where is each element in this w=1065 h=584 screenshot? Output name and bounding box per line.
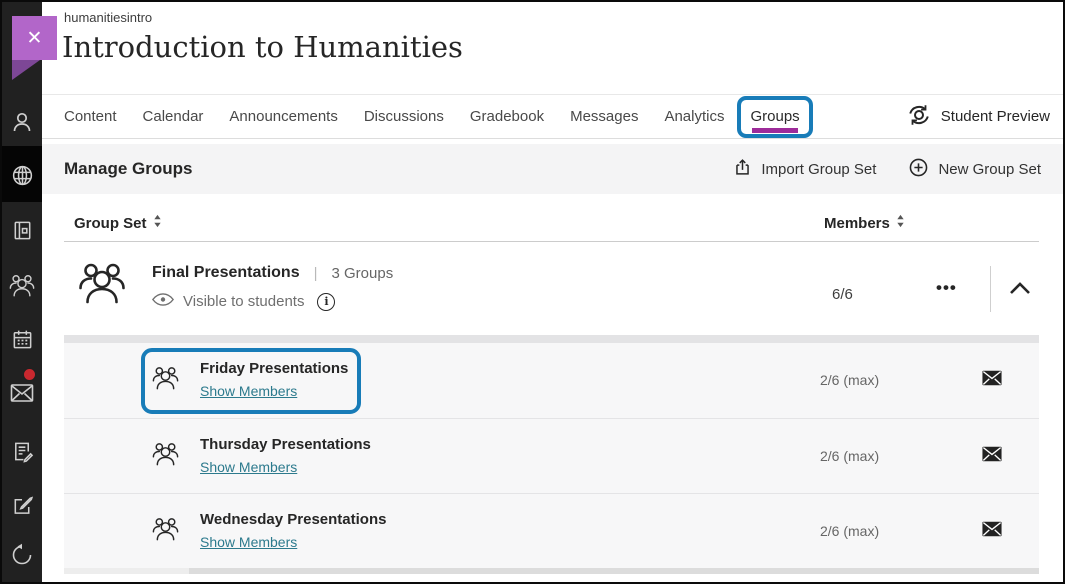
group-row-thursday: Thursday Presentations Show Members 2/6 … (64, 418, 1039, 493)
group-set-icon (78, 262, 126, 309)
group-icon (152, 442, 179, 471)
divider: | (313, 264, 318, 282)
group-members-count: 2/6 (max) (820, 372, 880, 388)
tab-analytics[interactable]: Analytics (664, 108, 725, 125)
tab-messages[interactable]: Messages (570, 108, 639, 125)
collapse-chevron-icon[interactable] (1008, 280, 1032, 301)
section-title: Manage Groups (64, 159, 193, 178)
group-icon (152, 366, 179, 395)
courses-icon[interactable] (2, 210, 42, 250)
plus-circle-icon (908, 157, 929, 182)
section-separator (64, 335, 1039, 343)
message-group-button[interactable] (982, 521, 1002, 542)
close-icon: ✕ (26, 27, 43, 49)
tools-edit-icon[interactable] (2, 485, 42, 525)
active-tab-underline (752, 128, 798, 133)
group-row-wednesday: Wednesday Presentations Show Members 2/6… (64, 493, 1039, 568)
tab-gradebook[interactable]: Gradebook (469, 108, 545, 125)
show-members-link[interactable]: Show Members (200, 383, 298, 399)
table-header: Group Set Members (64, 207, 1039, 242)
main-panel: humanitiesintro Introduction to Humaniti… (42, 2, 1063, 582)
institution-globe-icon[interactable] (2, 155, 42, 195)
import-group-set-button[interactable]: Import Group Set (733, 158, 876, 181)
show-members-link[interactable]: Show Members (200, 459, 298, 475)
tab-calendar[interactable]: Calendar (142, 108, 204, 125)
calendar-icon[interactable] (2, 319, 42, 359)
group-members-count: 2/6 (max) (820, 448, 880, 464)
profile-icon[interactable] (2, 102, 42, 142)
notification-badge (23, 368, 36, 381)
grades-icon[interactable] (2, 431, 42, 471)
group-set-members-count: 6/6 (832, 286, 853, 303)
tab-discussions[interactable]: Discussions (363, 108, 444, 125)
group-set-name[interactable]: Final Presentations (152, 264, 300, 281)
sort-members-header[interactable]: Members (824, 214, 905, 232)
sort-group-set-header[interactable]: Group Set (74, 214, 162, 232)
visibility-eye-icon (152, 292, 174, 311)
organizations-icon[interactable] (2, 265, 42, 305)
manage-toolbar: Manage Groups Import Group Set New Group… (42, 144, 1063, 194)
vertical-divider (990, 266, 991, 312)
groups-count: 3 Groups (331, 264, 394, 282)
group-name: Friday Presentations (200, 360, 349, 377)
tab-content[interactable]: Content (64, 108, 117, 125)
scrollbar-thumb[interactable] (64, 568, 189, 574)
visibility-status[interactable]: Visible to students (183, 293, 305, 310)
page-title: Introduction to Humanities (62, 30, 463, 64)
group-name: Thursday Presentations (200, 436, 371, 453)
student-preview-icon (906, 104, 932, 130)
upload-icon (733, 158, 752, 181)
horizontal-scrollbar[interactable] (64, 568, 1039, 574)
tab-groups[interactable]: Groups (737, 95, 813, 138)
group-members-count: 2/6 (max) (820, 523, 880, 539)
group-icon (152, 517, 179, 546)
global-sidebar (2, 2, 42, 582)
group-row-friday: Friday Presentations Show Members 2/6 (m… (64, 343, 1039, 418)
sort-icon (896, 214, 905, 232)
course-tab-bar: Content Calendar Announcements Discussio… (42, 94, 1063, 139)
student-preview-button[interactable]: Student Preview (906, 104, 1063, 130)
new-group-set-button[interactable]: New Group Set (908, 157, 1041, 182)
tab-announcements[interactable]: Announcements (229, 108, 338, 125)
group-set-row: Final Presentations | 3 Groups Visible t… (64, 242, 1039, 335)
course-id: humanitiesintro (64, 10, 153, 25)
sign-out-icon[interactable] (2, 535, 42, 575)
group-name: Wednesday Presentations (200, 511, 387, 528)
show-members-link[interactable]: Show Members (200, 534, 298, 550)
messages-mail-icon[interactable] (2, 368, 42, 413)
message-group-button[interactable] (982, 370, 1002, 391)
sort-icon (153, 214, 162, 232)
info-icon[interactable]: i (317, 292, 336, 311)
close-course-button[interactable]: ✕ (12, 16, 57, 60)
message-group-button[interactable] (982, 446, 1002, 467)
more-options-button[interactable]: ••• (936, 278, 957, 297)
